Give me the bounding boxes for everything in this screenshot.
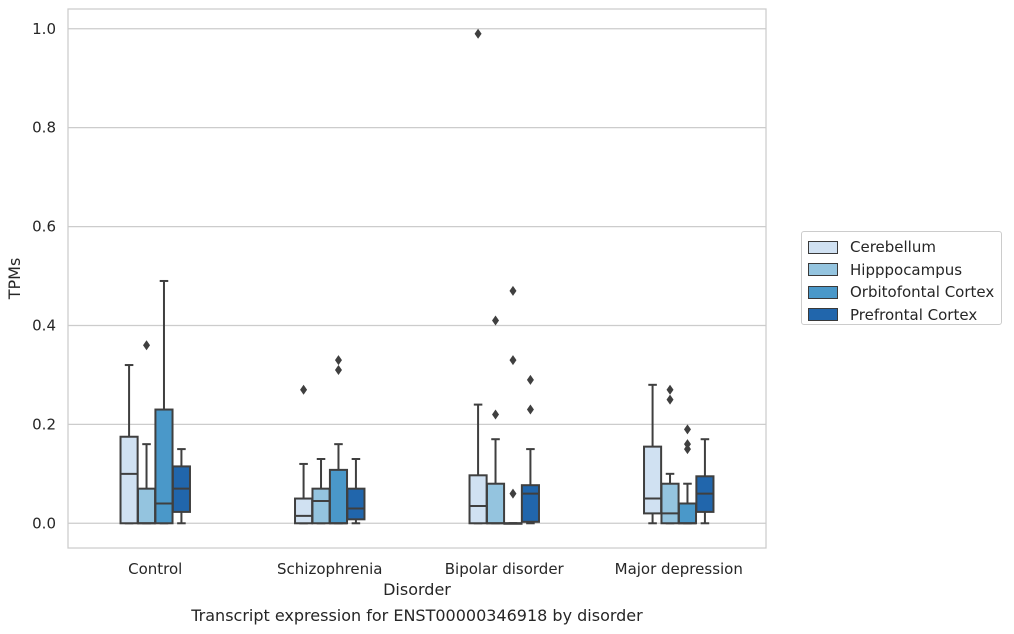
box-hipppocampus-schizophrenia [311, 457, 331, 525]
y-tick-label: 1.0 [32, 20, 56, 38]
box-prefrontal-cortex-bipolar-disorder [520, 374, 540, 525]
outlier-marker [683, 424, 691, 435]
box-iqr [660, 482, 680, 525]
x-tick-label: Control [128, 560, 182, 578]
outlier-marker [509, 285, 517, 296]
box-prefrontal-cortex-major-depression [695, 438, 715, 525]
box-iqr [119, 435, 139, 525]
figure-caption: Transcript expression for ENST0000034691… [191, 606, 643, 625]
box-iqr [136, 487, 157, 525]
x-axis-ticks: Control Schizophrenia Bipolar disorder Majo… [128, 560, 743, 578]
y-tick-label: 0.4 [32, 316, 56, 334]
box-prefrontal-cortex-control [171, 448, 191, 525]
legend-item-prefrontal-cortex: Prefrontal Cortex [808, 304, 1001, 327]
legend-label-orbitofrontal-cortex: Orbitofontal Cortex [850, 283, 995, 302]
y-tick-label: 0.0 [32, 514, 56, 532]
outlier-marker [666, 394, 674, 405]
outlier-marker [300, 384, 308, 395]
outlier-marker [666, 384, 674, 395]
y-axis-title: TPMs [5, 258, 24, 301]
box-prefrontal-cortex-schizophrenia [346, 457, 366, 525]
x-tick-label: Major depression [615, 560, 743, 578]
box-cerebellum-bipolar-disorder [468, 28, 488, 525]
legend-swatch-orbitofrontal-cortex [808, 285, 838, 299]
outlier-marker [334, 355, 342, 366]
outlier-marker [143, 340, 151, 351]
x-tick-label: Schizophrenia [277, 560, 382, 578]
box-cerebellum-schizophrenia [294, 384, 314, 525]
legend-item-hippocampus: Hipppocampus [808, 259, 1001, 282]
box-iqr [294, 497, 314, 525]
legend-swatch-prefrontal-cortex [808, 308, 838, 322]
x-tick-label: Bipolar disorder [445, 560, 565, 578]
box-hipppocampus-major-depression [660, 384, 680, 525]
box-hipppocampus-control [136, 340, 157, 525]
box-orbitofontal-cortex-schizophrenia [328, 355, 349, 525]
legend-swatch-hippocampus [808, 263, 838, 277]
box-iqr [328, 468, 349, 525]
box-cerebellum-major-depression [643, 383, 663, 525]
outlier-marker [509, 355, 517, 366]
legend-label-cerebellum: Cerebellum [850, 238, 936, 257]
box-iqr [485, 482, 506, 525]
y-tick-label: 0.2 [32, 415, 56, 433]
y-axis-ticks: 0.0 0.2 0.4 0.6 0.8 1.0 [32, 20, 56, 532]
legend-swatch-cerebellum [808, 240, 838, 254]
outlier-marker [492, 409, 500, 420]
y-tick-label: 0.6 [32, 218, 56, 236]
box-iqr [677, 502, 698, 525]
outlier-marker [474, 28, 482, 39]
outlier-marker [526, 404, 534, 415]
legend-item-cerebellum: Cerebellum [808, 236, 1001, 259]
box-iqr [154, 408, 174, 525]
box-orbitofontal-cortex-control [154, 279, 174, 525]
outlier-marker [683, 439, 691, 450]
outlier-marker [492, 315, 500, 326]
box-iqr [346, 487, 366, 521]
x-axis-title: Disorder [383, 580, 451, 599]
outlier-marker [334, 364, 342, 375]
outlier-marker [526, 374, 534, 385]
box-iqr [520, 484, 540, 523]
box-orbitofontal-cortex-major-depression [677, 424, 698, 525]
outlier-marker [509, 488, 517, 499]
legend: Cerebellum Hipppocampus Orbitofontal Cor… [801, 231, 1002, 325]
legend-item-orbitofrontal-cortex: Orbitofontal Cortex [808, 281, 1001, 304]
plot-area-frame [67, 8, 767, 549]
box-orbitofontal-cortex-bipolar-disorder [503, 285, 523, 525]
y-tick-label: 0.8 [32, 119, 56, 137]
box-cerebellum-control [119, 364, 139, 525]
box-iqr [468, 474, 488, 525]
boxes-layer [119, 28, 715, 525]
box-iqr [643, 445, 663, 515]
legend-label-hippocampus: Hipppocampus [850, 260, 963, 279]
legend-label-prefrontal-cortex: Prefrontal Cortex [850, 305, 978, 324]
box-hipppocampus-bipolar-disorder [485, 315, 506, 525]
box-iqr [311, 487, 331, 525]
